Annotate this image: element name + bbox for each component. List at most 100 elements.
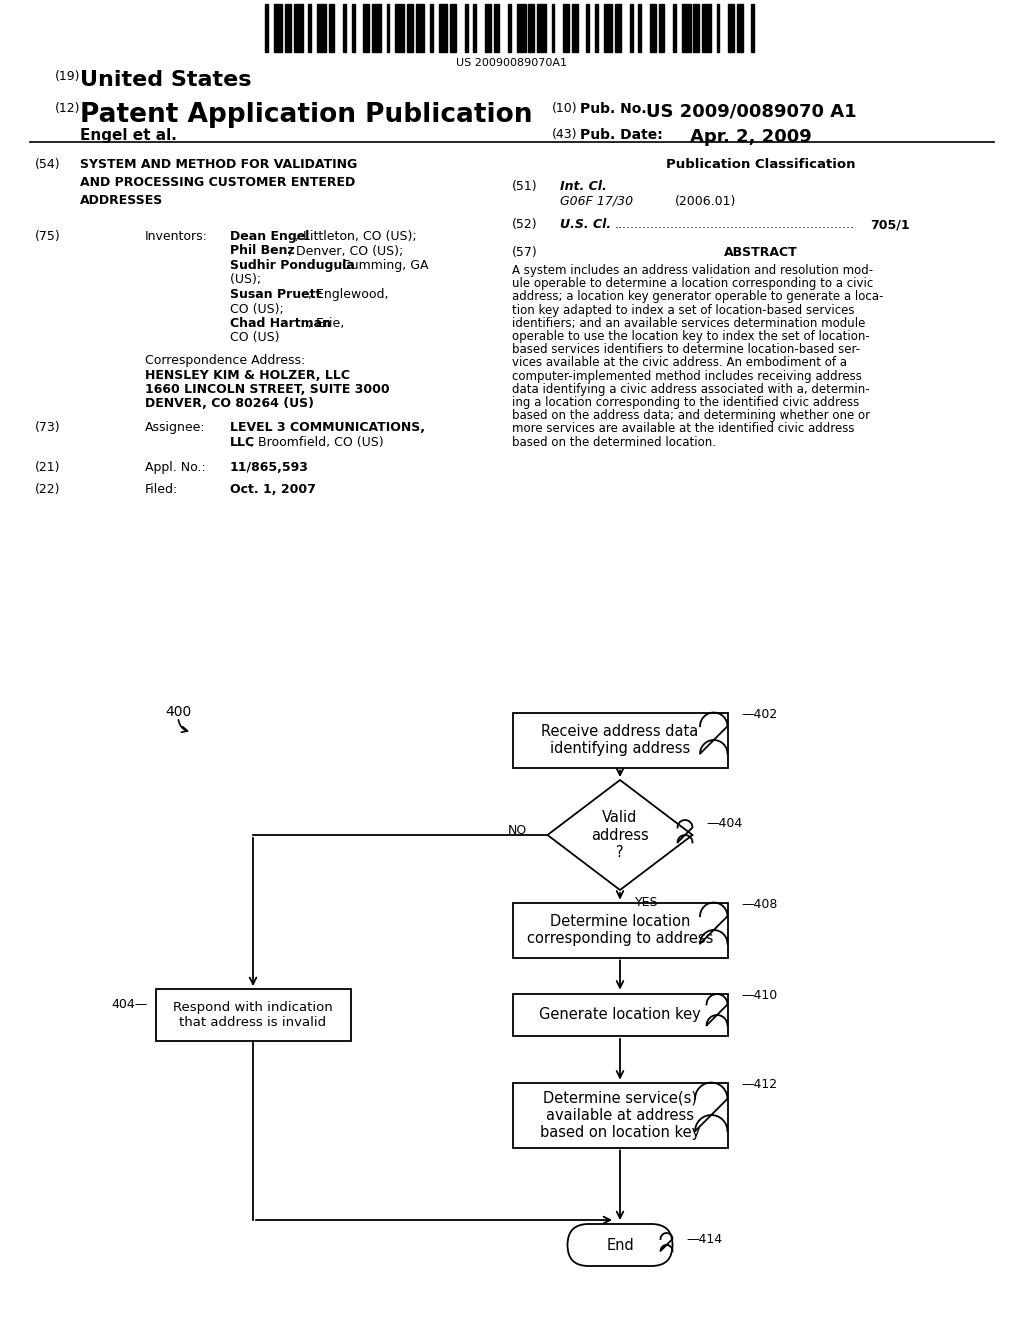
Text: NO: NO: [508, 824, 527, 837]
Text: ABSTRACT: ABSTRACT: [724, 246, 798, 259]
Bar: [352, 4, 354, 51]
Text: YES: YES: [635, 895, 658, 908]
Bar: [650, 4, 655, 51]
Bar: [528, 4, 535, 51]
Text: Respond with indication
that address is invalid: Respond with indication that address is …: [173, 1001, 333, 1030]
Text: —402: —402: [741, 708, 778, 721]
Text: based on the determined location.: based on the determined location.: [512, 436, 716, 449]
Bar: [702, 4, 711, 51]
Text: —410: —410: [741, 989, 778, 1002]
Bar: [728, 4, 734, 51]
Text: (12): (12): [55, 102, 81, 115]
Text: G06F 17/30: G06F 17/30: [560, 195, 633, 209]
Text: Phil Benz: Phil Benz: [230, 244, 295, 257]
Text: (57): (57): [512, 246, 538, 259]
Text: Dean Engel: Dean Engel: [230, 230, 309, 243]
Text: 400: 400: [165, 705, 191, 719]
Bar: [615, 4, 621, 51]
Bar: [416, 4, 424, 51]
Text: 705/1: 705/1: [870, 218, 909, 231]
Bar: [630, 4, 633, 51]
Bar: [512, 994, 727, 1036]
Text: End: End: [606, 1238, 634, 1253]
Text: A system includes an address validation and resolution mod-: A system includes an address validation …: [512, 264, 873, 277]
Bar: [273, 4, 283, 51]
Text: ule operable to determine a location corresponding to a civic: ule operable to determine a location cor…: [512, 277, 873, 290]
Bar: [517, 4, 525, 51]
Text: —408: —408: [741, 898, 778, 911]
Text: address; a location key generator operable to generate a loca-: address; a location key generator operab…: [512, 290, 884, 304]
Text: Sudhir Pondugula: Sudhir Pondugula: [230, 259, 355, 272]
Text: , Englewood,: , Englewood,: [308, 288, 388, 301]
Bar: [387, 4, 389, 51]
Bar: [430, 4, 433, 51]
Text: DENVER, CO 80264 (US): DENVER, CO 80264 (US): [145, 397, 314, 411]
Text: U.S. Cl.: U.S. Cl.: [560, 218, 611, 231]
Text: Apr. 2, 2009: Apr. 2, 2009: [690, 128, 812, 147]
Bar: [587, 4, 589, 51]
Bar: [512, 903, 727, 957]
Text: based on the address data; and determining whether one or: based on the address data; and determini…: [512, 409, 870, 422]
Text: , Denver, CO (US);: , Denver, CO (US);: [289, 244, 403, 257]
Text: CO (US);: CO (US);: [230, 302, 288, 315]
Text: Susan Pruett: Susan Pruett: [230, 288, 322, 301]
Text: identifiers; and an available services determination module: identifiers; and an available services d…: [512, 317, 865, 330]
Text: Inventors:: Inventors:: [145, 230, 208, 243]
Bar: [343, 4, 346, 51]
Text: (52): (52): [512, 218, 538, 231]
Text: (54): (54): [35, 158, 60, 172]
Bar: [156, 989, 350, 1041]
Bar: [508, 4, 511, 51]
Text: (73): (73): [35, 421, 60, 434]
Text: Engel et al.: Engel et al.: [80, 128, 177, 143]
Text: , Broomfield, CO (US): , Broomfield, CO (US): [250, 436, 383, 449]
Text: Generate location key: Generate location key: [539, 1007, 700, 1023]
Text: data identifying a civic address associated with a, determin-: data identifying a civic address associa…: [512, 383, 869, 396]
Bar: [638, 4, 641, 51]
Text: LLC: LLC: [230, 436, 255, 449]
Bar: [512, 1082, 727, 1147]
Bar: [494, 4, 500, 51]
Text: Correspondence Address:: Correspondence Address:: [145, 354, 305, 367]
Bar: [286, 4, 291, 51]
Text: , Littleton, CO (US);: , Littleton, CO (US);: [295, 230, 417, 243]
Text: Valid
address
?: Valid address ?: [591, 810, 649, 859]
Bar: [737, 4, 742, 51]
Text: more services are available at the identified civic address: more services are available at the ident…: [512, 422, 854, 436]
Text: , Erie,: , Erie,: [308, 317, 344, 330]
Bar: [308, 4, 311, 51]
Bar: [682, 4, 690, 51]
Text: (19): (19): [55, 70, 81, 83]
Bar: [571, 4, 578, 51]
Bar: [563, 4, 569, 51]
Bar: [465, 4, 468, 51]
Bar: [604, 4, 612, 51]
Text: HENSLEY KIM & HOLZER, LLC: HENSLEY KIM & HOLZER, LLC: [145, 370, 350, 381]
Text: Pub. Date:: Pub. Date:: [580, 128, 663, 143]
Text: Filed:: Filed:: [145, 483, 178, 496]
Bar: [265, 4, 268, 51]
Bar: [658, 4, 665, 51]
Text: (51): (51): [512, 180, 538, 193]
Text: —412: —412: [741, 1077, 777, 1090]
Text: ............................................................: ........................................…: [615, 218, 855, 231]
Bar: [407, 4, 413, 51]
Text: , Cumming, GA: , Cumming, GA: [334, 259, 428, 272]
Text: computer-implemented method includes receiving address: computer-implemented method includes rec…: [512, 370, 862, 383]
Text: (21): (21): [35, 461, 60, 474]
Text: SYSTEM AND METHOD FOR VALIDATING
AND PROCESSING CUSTOMER ENTERED
ADDRESSES: SYSTEM AND METHOD FOR VALIDATING AND PRO…: [80, 158, 357, 207]
Text: (10): (10): [552, 102, 578, 115]
Bar: [717, 4, 720, 51]
Text: Int. Cl.: Int. Cl.: [560, 180, 607, 193]
Text: Receive address data
identifying address: Receive address data identifying address: [542, 723, 698, 756]
Bar: [552, 4, 554, 51]
Text: ing a location corresponding to the identified civic address: ing a location corresponding to the iden…: [512, 396, 859, 409]
Bar: [512, 713, 727, 767]
Text: (75): (75): [35, 230, 60, 243]
Bar: [451, 4, 456, 51]
Bar: [294, 4, 303, 51]
Text: Chad Hartman: Chad Hartman: [230, 317, 331, 330]
Bar: [673, 4, 676, 51]
Text: LEVEL 3 COMMUNICATIONS,: LEVEL 3 COMMUNICATIONS,: [230, 421, 425, 434]
Text: Determine service(s)
available at address
based on location key: Determine service(s) available at addres…: [540, 1090, 700, 1140]
